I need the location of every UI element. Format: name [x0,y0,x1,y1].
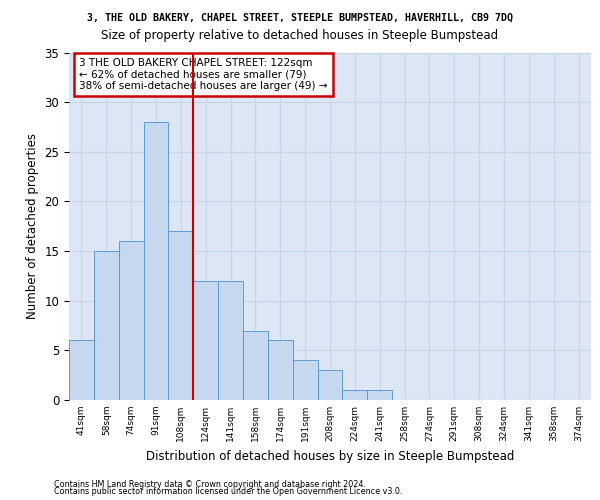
Bar [317,370,343,400]
X-axis label: Distribution of detached houses by size in Steeple Bumpstead: Distribution of detached houses by size … [146,450,514,462]
Y-axis label: Number of detached properties: Number of detached properties [26,133,39,320]
Bar [218,281,243,400]
Text: Contains HM Land Registry data © Crown copyright and database right 2024.: Contains HM Land Registry data © Crown c… [54,480,366,489]
Bar [193,281,218,400]
Bar [143,122,169,400]
Bar [268,340,293,400]
Bar [69,340,94,400]
Text: 3 THE OLD BAKERY CHAPEL STREET: 122sqm
← 62% of detached houses are smaller (79): 3 THE OLD BAKERY CHAPEL STREET: 122sqm ←… [79,58,328,91]
Bar [293,360,317,400]
Text: Size of property relative to detached houses in Steeple Bumpstead: Size of property relative to detached ho… [101,29,499,42]
Bar [94,251,119,400]
Bar [119,241,143,400]
Bar [243,330,268,400]
Bar [367,390,392,400]
Text: Contains public sector information licensed under the Open Government Licence v3: Contains public sector information licen… [54,488,403,496]
Bar [343,390,367,400]
Text: 3, THE OLD BAKERY, CHAPEL STREET, STEEPLE BUMPSTEAD, HAVERHILL, CB9 7DQ: 3, THE OLD BAKERY, CHAPEL STREET, STEEPL… [87,12,513,22]
Bar [169,231,193,400]
